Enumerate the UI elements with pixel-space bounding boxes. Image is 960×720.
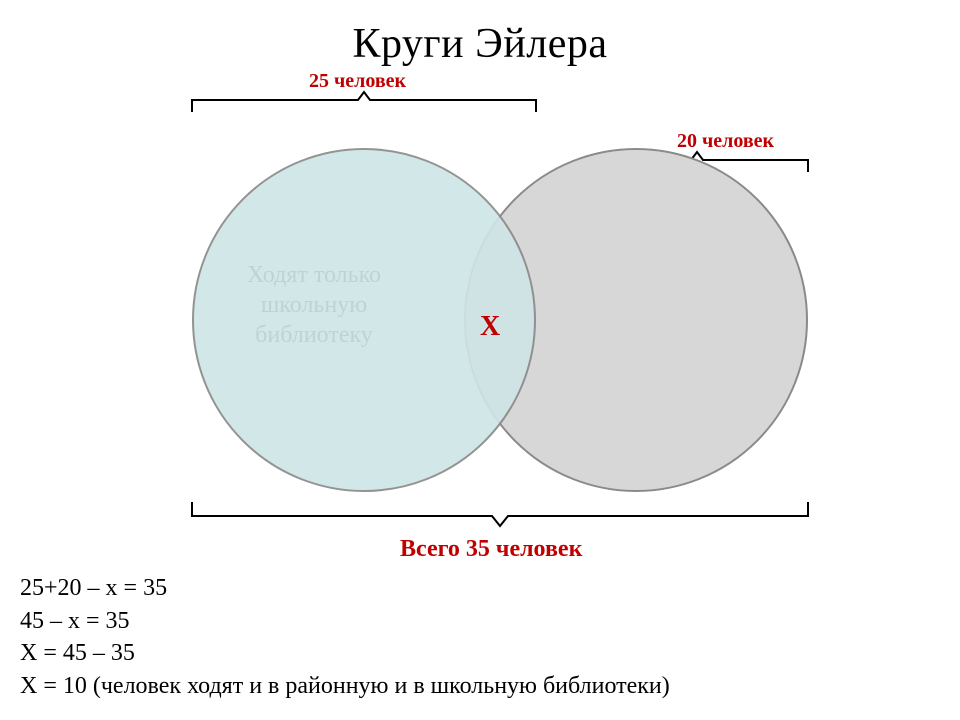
bracket-right-label: 20 человек [677,130,774,153]
bracket-total-label: Всего 35 человек [400,536,582,563]
calculation-block: 25+20 – х = 3545 – х = 35Х = 45 – 35Х = … [20,572,670,702]
diagram-canvas: Круги Эйлера Ходят толькошкольнуюбиблиот… [0,0,960,720]
bracket-left-label: 25 человек [309,70,406,93]
venn-intersection-label: Х [480,311,500,343]
calc-line: Х = 10 (человек ходят и в районную и в ш… [20,670,670,702]
calc-line: 45 – х = 35 [20,605,670,637]
page-title: Круги Эйлера [0,20,960,68]
calc-line: Х = 45 – 35 [20,637,670,669]
calc-line: 25+20 – х = 35 [20,572,670,604]
